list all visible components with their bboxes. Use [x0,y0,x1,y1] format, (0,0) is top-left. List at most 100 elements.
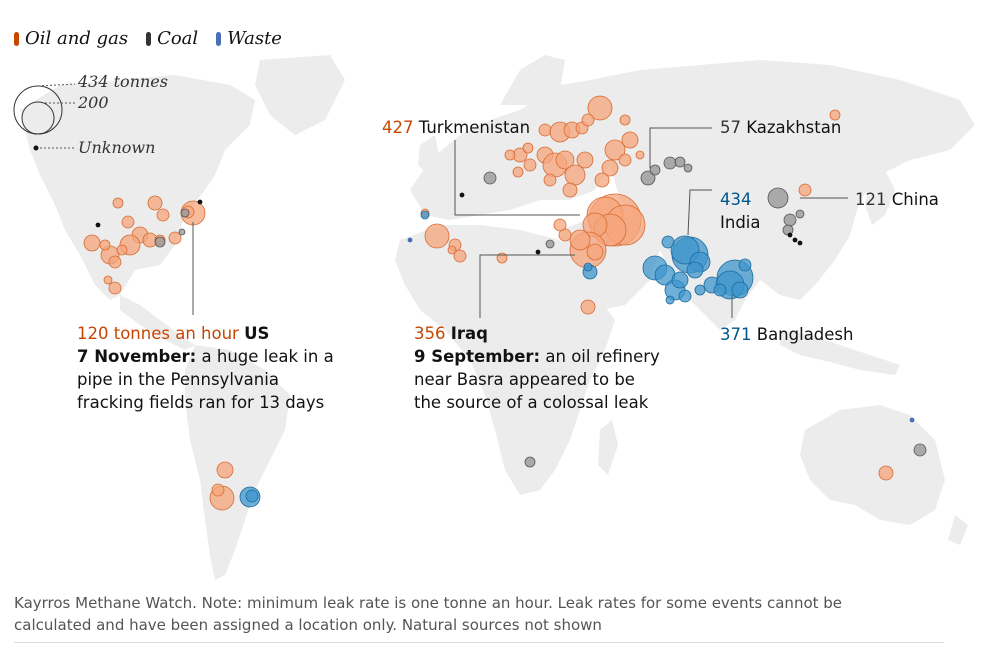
leak-bubble [621,131,639,149]
us-value: 120 tonnes an hour [77,324,239,343]
turkmenistan-value: 427 [382,118,414,137]
leak-bubble [587,95,613,121]
leak-bubble [581,113,595,127]
leak-bubble [694,284,706,296]
annotation-us: 120 tonnes an hour US 7 November: a huge… [77,322,334,414]
china-value: 121 [855,190,887,209]
legend-item-coal: Coal [146,28,198,49]
leak-bubble [538,123,552,137]
land-central-america [120,295,195,350]
footer-line2: calculated and have been assigned a loca… [14,616,602,634]
leak-bubble [178,228,186,236]
legend-item-oil-gas: Oil and gas [14,28,128,49]
leak-bubble [878,465,894,481]
india-country: India [720,213,761,232]
annotation-turkmenistan: 427 Turkmenistan [382,116,530,139]
land-uk [418,135,440,175]
leak-bubble [543,173,557,187]
leader-turkmenistan [454,140,580,216]
legend-swatch-oil-gas [14,31,19,46]
leader-india [687,189,712,236]
leak-bubble [767,187,789,209]
leak-bubble [459,192,465,198]
legend-swatch-waste [216,31,222,46]
land-africa [395,225,615,495]
kazakhstan-value: 57 [720,118,741,137]
land-madagascar [598,420,618,475]
leak-bubble [180,208,190,218]
size-key-medium-circle [21,101,55,135]
leak-bubble [604,139,626,161]
leak-bubble [829,109,841,121]
annotation-china: 121 China [855,188,939,211]
leak-bubble [783,213,797,227]
leak-bubble [407,237,413,243]
leak-bubble [601,159,619,177]
leak-bubble [640,170,656,186]
leak-bubble [245,489,259,503]
leak-bubble [553,218,567,232]
legend: Oil and gas Coal Waste [14,28,282,49]
leak-bubble [580,299,596,315]
leak-bubble [787,232,793,238]
leak-bubble [594,172,610,188]
india-value: 434 [720,190,752,209]
legend-label-coal: Coal [157,28,199,49]
land-australia [800,405,945,525]
leak-bubble [795,209,805,219]
leak-bubble [211,483,225,497]
leak-bubble [147,195,163,211]
leak-bubble [683,163,693,173]
leak-bubble [168,231,182,245]
iraq-line2: near Basra appeared to be [414,370,635,389]
us-line3: fracking fields ran for 13 days [77,393,325,412]
leak-bubble [483,171,497,185]
leak-bubble [635,150,645,160]
leak-bubble [562,182,578,198]
us-line2: pipe in the Pennsylvania [77,370,279,389]
footer-note: Kayrros Methane Watch. Note: minimum lea… [14,592,944,636]
leak-bubble [576,151,594,169]
footer-line1: Kayrros Methane Watch. Note: minimum lea… [14,594,843,612]
leak-bubble [116,244,128,256]
footer-divider [14,642,944,643]
leak-bubble [569,229,591,251]
size-key-unknown-label: Unknown [78,138,156,157]
legend-label-waste: Waste [227,28,282,49]
leak-bubble [156,208,170,222]
leak-bubble [909,417,915,423]
size-key-unknown-dot [33,145,39,151]
leak-bubble [674,156,686,168]
size-key [13,83,76,151]
leak-bubble [197,199,203,205]
leader-kazakhstan [649,127,712,168]
annotation-iraq: 356 Iraq 9 September: an oil refinery ne… [414,322,660,414]
legend-swatch-coal [146,31,152,46]
leak-bubble [216,461,234,479]
land-japan [865,170,895,225]
land-indonesia [780,330,900,375]
china-country: China [891,190,939,209]
leak-bubble [447,245,457,255]
leak-bubble [112,197,124,209]
leak-bubble [555,150,575,170]
leak-bubble [545,239,555,249]
leak-bubble [522,142,534,154]
annotation-bangladesh: 371 Bangladesh [720,323,854,346]
leak-bubble [663,156,677,170]
leak-bubble [671,271,689,289]
leak-bubble [512,166,524,178]
leak-bubble [424,223,450,249]
us-country: US [244,324,270,343]
leak-bubble [103,275,113,285]
size-key-medium-label: 200 [78,93,109,112]
leak-bubble [83,234,101,252]
leak-bubble [535,249,541,255]
kazakhstan-country: Kazakhstan [746,118,842,137]
annotation-kazakhstan: 57 Kazakhstan [720,116,841,139]
leak-bubble [678,289,692,303]
leak-bubble [798,183,812,197]
us-line1: a huge leak in a [201,347,334,366]
